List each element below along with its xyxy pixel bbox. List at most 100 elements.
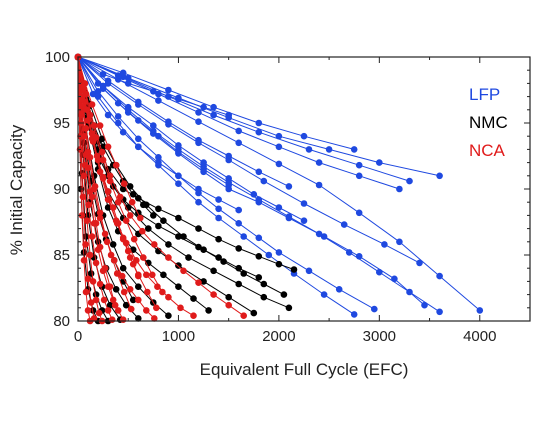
series-nmc-point — [129, 296, 137, 304]
series-lfp-point — [195, 118, 202, 125]
series-lfp-point — [476, 307, 484, 314]
series-nca-point — [143, 271, 150, 279]
series-nca-point — [83, 217, 91, 224]
series-lfp-point — [300, 132, 308, 140]
series-nmc-point — [135, 315, 142, 322]
series-lfp-point — [235, 127, 242, 135]
series-lfp-point — [255, 196, 263, 203]
series-lfp-point — [436, 172, 443, 180]
series-lfp-point — [215, 196, 222, 203]
series-nca-point — [96, 214, 104, 222]
series-lfp-point — [255, 168, 263, 176]
series-nca-point — [84, 164, 92, 172]
series-lfp-line — [77, 56, 229, 186]
series-nca-point — [112, 217, 120, 224]
series-lfp-point — [114, 119, 122, 127]
series-nca-point — [86, 251, 94, 259]
series-lfp-point — [94, 80, 102, 87]
axis-ticks: 0 1000 2000 3000 4000 80 85 90 95 100 — [45, 49, 530, 345]
series-nca-point — [137, 214, 144, 222]
series-nmc-point — [190, 295, 197, 302]
series-nmc-point — [175, 233, 182, 240]
series-nmc-point — [155, 205, 162, 213]
series-nca-point — [104, 307, 112, 314]
series-nca-point — [114, 307, 122, 314]
y-tick-label: 80 — [53, 313, 70, 330]
series-lfp-point — [99, 82, 107, 90]
series-nca-point — [195, 279, 202, 287]
series-nmc-line — [77, 56, 290, 309]
series-nca-point — [92, 259, 100, 267]
series-nca-point — [122, 217, 130, 224]
series-nca-point — [90, 185, 98, 193]
series-lfp-point — [155, 132, 162, 140]
series-nca-point — [135, 271, 142, 279]
series-nca-point — [84, 275, 92, 283]
series-lfp-point — [175, 172, 182, 180]
series-lfp-point — [135, 117, 142, 124]
series-nca-line — [77, 56, 116, 306]
series-nmc-point — [200, 246, 207, 253]
series-nmc-point — [240, 270, 247, 277]
series-nmc-point — [135, 194, 142, 202]
legend-entry-lfp: LFP — [469, 85, 500, 104]
series-nmc-point — [235, 245, 242, 252]
series-lfp-point — [135, 143, 142, 151]
series-nmc-point — [200, 278, 207, 285]
series-lfp-point — [376, 268, 383, 276]
series-nmc-point — [106, 301, 114, 309]
series-nmc-point — [180, 233, 187, 240]
series-nca-point — [79, 82, 86, 90]
series-lfp-point — [114, 113, 122, 120]
series-nca-point — [165, 254, 172, 261]
series-lfp-point — [371, 305, 378, 313]
series-lfp-point — [320, 291, 328, 298]
series-lfp-point — [215, 205, 222, 213]
series-nca-point — [79, 193, 87, 201]
series-lfp-point — [381, 241, 388, 248]
series-nca-point — [240, 312, 247, 320]
series-lfp-point — [165, 86, 172, 94]
legend-entry-nca: NCA — [469, 141, 506, 160]
x-tick-label: 0 — [74, 328, 82, 345]
series-lfp-point — [150, 127, 157, 135]
series-lfp-point — [195, 109, 202, 116]
series-lfp-point — [155, 97, 162, 104]
series-nmc-point — [119, 185, 127, 193]
series-nca-point — [99, 175, 107, 182]
series-lfp-point — [406, 288, 413, 296]
series-nca-point — [92, 220, 100, 227]
series-nmc-point — [119, 264, 127, 272]
series-nca-point — [133, 257, 140, 264]
series-nca-point — [190, 312, 197, 320]
series-nmc-point — [92, 291, 100, 298]
series-nca-point — [112, 161, 120, 169]
series-lfp-point — [315, 181, 323, 189]
series-lfp-point — [355, 172, 363, 180]
series-nca-point — [111, 301, 119, 309]
series-lfp-point — [135, 135, 142, 143]
series-lfp-point — [114, 99, 122, 107]
series-lfp-point — [315, 230, 323, 238]
series-nca-point — [82, 125, 90, 132]
y-tick-label: 90 — [53, 181, 70, 198]
series-lfp-point — [335, 286, 343, 293]
series-lfp-point — [315, 159, 323, 166]
series-nmc-point — [260, 280, 268, 288]
series-nca-point — [151, 241, 158, 248]
series-lfp-point — [255, 128, 263, 136]
series-nmc-point — [104, 204, 112, 211]
series-lfp-point — [436, 272, 443, 280]
series-nca-point — [180, 267, 187, 275]
series-lfp-point — [275, 204, 283, 211]
series-nmc-point — [112, 286, 120, 293]
series-lfp-point — [89, 90, 97, 98]
series-nca-point — [120, 180, 128, 187]
series-lfp-point — [275, 132, 283, 140]
series-lfp-point — [345, 249, 353, 256]
series-nca-point — [99, 156, 107, 164]
legend: LFP NMC NCA — [469, 85, 508, 160]
series-nmc-point — [126, 183, 134, 190]
series-nca-point — [135, 296, 142, 304]
